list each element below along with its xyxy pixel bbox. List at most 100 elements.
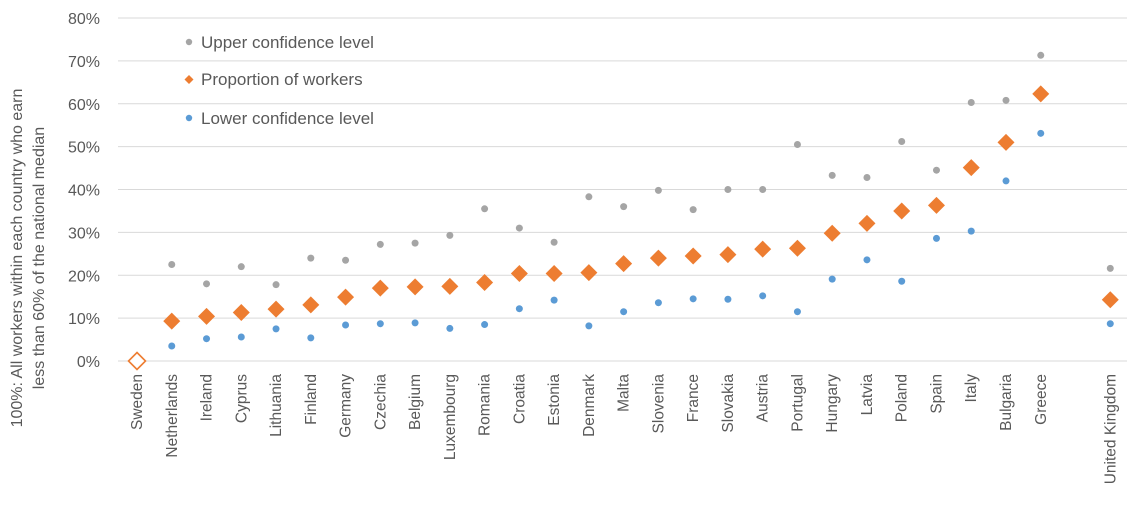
x-tick-label: Italy bbox=[963, 374, 980, 403]
upper-confidence-point bbox=[1002, 96, 1010, 104]
x-tick-label: Germany bbox=[338, 374, 355, 438]
proportion-point bbox=[510, 265, 528, 283]
lower-confidence-point bbox=[1037, 129, 1045, 137]
lower-confidence-point bbox=[620, 308, 628, 316]
proportion-point bbox=[163, 312, 181, 330]
proportion-point bbox=[788, 239, 806, 257]
x-tick-label: Belgium bbox=[407, 374, 424, 430]
proportion-point bbox=[997, 133, 1015, 151]
y-tick-label: 0% bbox=[77, 354, 100, 371]
proportion-point bbox=[927, 196, 945, 214]
proportion-point bbox=[545, 265, 563, 283]
lower-confidence-point bbox=[793, 308, 801, 316]
proportion-point bbox=[684, 247, 702, 265]
lower-confidence-point bbox=[932, 234, 940, 242]
legend-proportion-label: Proportion of workers bbox=[201, 70, 363, 89]
x-tick-label: Bulgaria bbox=[998, 374, 1015, 431]
legend-lower-marker bbox=[185, 114, 193, 122]
lower-confidence-point bbox=[307, 334, 315, 342]
legend-upper-marker bbox=[185, 38, 193, 46]
x-tick-label: Croatia bbox=[511, 374, 528, 424]
lower-confidence-point bbox=[1002, 177, 1010, 185]
lower-confidence-point bbox=[967, 227, 975, 235]
y-tick-label: 60% bbox=[68, 97, 100, 114]
upper-confidence-point bbox=[446, 231, 454, 239]
x-tick-label: Latvia bbox=[859, 374, 876, 416]
upper-confidence-point bbox=[898, 137, 906, 145]
lower-confidence-point bbox=[272, 325, 280, 333]
lower-confidence-point bbox=[863, 256, 871, 264]
upper-confidence-point bbox=[411, 239, 419, 247]
proportion-point bbox=[337, 288, 355, 306]
upper-confidence-point bbox=[793, 140, 801, 148]
lower-confidence-point bbox=[654, 299, 662, 307]
x-tick-label: Estonia bbox=[546, 374, 563, 426]
proportion-point bbox=[1032, 85, 1050, 103]
upper-confidence-point bbox=[967, 98, 975, 106]
y-tick-label: 40% bbox=[68, 183, 100, 200]
proportion-point bbox=[823, 224, 841, 242]
lower-confidence-point bbox=[689, 295, 697, 303]
y-axis-title-line-1: 100%: All workers within each country wh… bbox=[9, 89, 26, 428]
proportion-point bbox=[962, 159, 980, 177]
legend-lower-label: Lower confidence level bbox=[201, 109, 374, 128]
proportion-point bbox=[441, 277, 459, 295]
upper-confidence-point bbox=[515, 224, 523, 232]
x-tick-label: Czechia bbox=[372, 374, 389, 430]
lower-confidence-point bbox=[550, 296, 558, 304]
upper-confidence-point bbox=[481, 205, 489, 213]
upper-confidence-point bbox=[689, 206, 697, 214]
upper-confidence-point bbox=[342, 256, 350, 264]
lower-confidence-point bbox=[203, 335, 211, 343]
proportion-point bbox=[719, 246, 737, 264]
data-marks bbox=[127, 51, 1119, 371]
legend-upper-label: Upper confidence level bbox=[201, 33, 374, 52]
proportion-point bbox=[267, 300, 285, 318]
upper-confidence-point bbox=[828, 171, 836, 179]
x-tick-label: Ireland bbox=[199, 374, 216, 421]
upper-confidence-point bbox=[620, 203, 628, 211]
y-tick-label: 70% bbox=[68, 54, 100, 71]
x-tick-label: Sweden bbox=[129, 374, 146, 430]
upper-confidence-point bbox=[168, 261, 176, 269]
lower-confidence-point bbox=[481, 321, 489, 329]
lower-confidence-point bbox=[237, 333, 245, 341]
y-tick-label: 50% bbox=[68, 140, 100, 157]
lower-confidence-point bbox=[759, 292, 767, 300]
proportion-point bbox=[232, 304, 250, 322]
x-tick-label: Cyprus bbox=[233, 374, 250, 423]
y-tick-label: 80% bbox=[68, 11, 100, 28]
proportion-point bbox=[893, 202, 911, 220]
x-tick-label: Finland bbox=[303, 374, 320, 425]
upper-confidence-point bbox=[237, 263, 245, 271]
lower-confidence-point bbox=[585, 322, 593, 330]
legend-item-proportion: Proportion of workers bbox=[184, 70, 363, 89]
x-tick-label: Austria bbox=[755, 374, 772, 423]
lower-confidence-point bbox=[446, 324, 454, 332]
upper-confidence-point bbox=[1106, 264, 1114, 272]
x-tick-label: Portugal bbox=[789, 374, 806, 432]
x-tick-label: France bbox=[685, 374, 702, 422]
y-axis-title-line-2: less than 60% of the national median bbox=[31, 127, 48, 389]
upper-confidence-point bbox=[1037, 51, 1045, 59]
x-tick-label: Greece bbox=[1033, 374, 1050, 425]
upper-confidence-point bbox=[307, 254, 315, 262]
lower-confidence-point bbox=[515, 305, 523, 313]
legend-item-upper: Upper confidence level bbox=[185, 33, 374, 52]
lower-confidence-point bbox=[898, 277, 906, 285]
x-axis-ticks: Sweden Netherlands Ireland Cyprus Lithuania F… bbox=[129, 374, 1119, 485]
x-tick-label: Luxembourg bbox=[442, 374, 459, 460]
x-tick-label: Hungary bbox=[824, 374, 841, 433]
lower-confidence-point bbox=[724, 295, 732, 303]
x-tick-label: Poland bbox=[894, 374, 911, 422]
proportion-point bbox=[754, 240, 772, 258]
upper-confidence-point bbox=[863, 173, 871, 181]
lower-confidence-point bbox=[342, 321, 350, 329]
upper-confidence-point bbox=[376, 240, 384, 248]
legend-item-lower: Lower confidence level bbox=[185, 109, 374, 128]
upper-confidence-point bbox=[932, 166, 940, 174]
proportion-point bbox=[858, 214, 876, 232]
proportion-point bbox=[127, 351, 147, 371]
